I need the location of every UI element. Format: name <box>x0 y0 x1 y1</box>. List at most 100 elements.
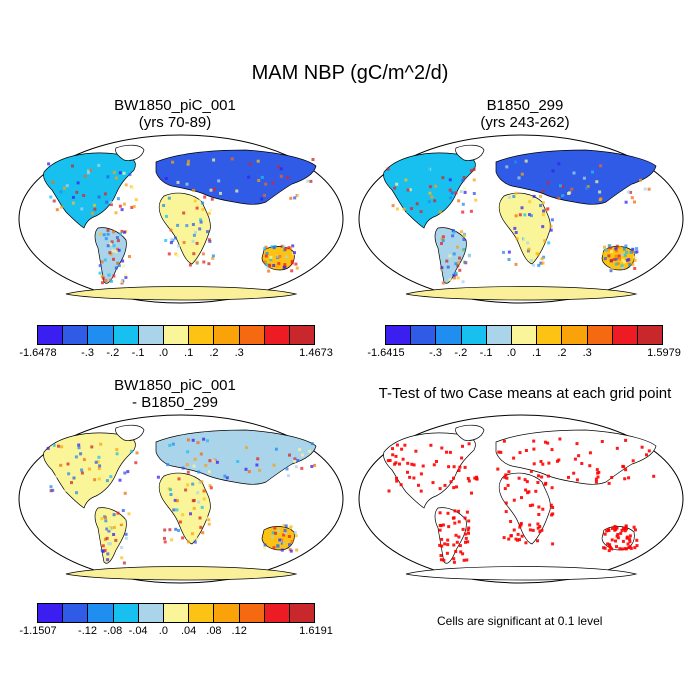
grid-cell <box>212 459 216 463</box>
grid-cell <box>458 268 462 272</box>
significant-cell <box>520 534 524 538</box>
grid-cell <box>456 261 460 265</box>
grid-cell <box>295 548 299 552</box>
grid-cell <box>207 262 211 266</box>
grid-cell <box>72 476 76 480</box>
significant-cell <box>463 465 467 469</box>
grid-cell <box>193 457 197 461</box>
grid-cell <box>402 207 406 211</box>
grid-cell <box>454 271 458 275</box>
significant-cell <box>534 489 538 493</box>
grid-cell <box>80 207 84 211</box>
grid-cell <box>82 194 86 197</box>
grid-cell <box>224 187 228 191</box>
significant-cell <box>447 525 451 529</box>
colorbar-2 <box>385 325 663 345</box>
significant-cell <box>503 487 507 491</box>
grid-cell <box>116 524 120 528</box>
significant-cell <box>611 526 614 530</box>
grid-cell <box>460 230 464 234</box>
grid-cell <box>612 258 616 261</box>
grid-cell <box>272 546 276 550</box>
grid-cell <box>114 266 118 270</box>
grid-cell <box>469 209 473 213</box>
grid-cell <box>309 179 313 183</box>
colorbar-2-tick: .0 <box>506 347 516 359</box>
grid-cell <box>270 245 274 249</box>
grid-cell <box>284 524 288 528</box>
significant-cell <box>438 543 442 547</box>
continent-greenland <box>455 144 485 161</box>
grid-cell <box>162 204 166 207</box>
grid-cell <box>290 261 294 265</box>
significant-cell <box>536 539 539 543</box>
significant-cell <box>524 488 528 492</box>
grid-cell <box>186 162 190 166</box>
significant-cell <box>391 453 395 457</box>
grid-cell <box>456 264 460 268</box>
significant-cell <box>524 449 528 452</box>
grid-cell <box>60 205 64 209</box>
grid-cell <box>128 255 131 258</box>
significant-cell <box>645 453 648 457</box>
grid-cell <box>101 549 105 553</box>
grid-cell <box>311 158 315 161</box>
grid-cell <box>285 255 289 259</box>
grid-cell <box>174 527 178 531</box>
significant-cell <box>528 504 532 508</box>
grid-cell <box>247 175 251 179</box>
grid-cell <box>200 480 204 484</box>
grid-cell <box>550 218 554 222</box>
grid-cell <box>454 262 458 266</box>
significant-cell <box>467 479 471 483</box>
significant-cell <box>633 528 637 532</box>
significant-cell <box>588 451 592 455</box>
colorbar-3-min: -1.1507 <box>19 625 57 637</box>
grid-cell <box>182 211 186 215</box>
significant-cell <box>558 437 562 441</box>
significant-cell <box>465 558 469 562</box>
grid-cell <box>585 186 589 190</box>
grid-cell <box>595 180 599 184</box>
grid-cell <box>278 538 282 542</box>
grid-cell <box>206 516 209 520</box>
grid-cell <box>202 489 206 493</box>
grid-cell <box>71 201 75 205</box>
grid-cell <box>282 524 286 527</box>
grid-cell <box>122 171 126 175</box>
grid-cell <box>294 262 298 266</box>
colorbar-2-box-6 <box>511 326 538 344</box>
significant-cell <box>395 443 399 447</box>
grid-cell <box>202 497 206 501</box>
grid-cell <box>193 199 197 203</box>
grid-cell <box>195 241 199 245</box>
significant-cell <box>395 476 398 480</box>
grid-cell <box>93 478 97 482</box>
grid-cell <box>462 248 466 251</box>
grid-cell <box>123 202 126 206</box>
grid-cell <box>427 200 431 204</box>
colorbar-1-box-11 <box>289 326 315 344</box>
significant-cell <box>540 475 544 479</box>
grid-cell <box>452 252 456 256</box>
colorbar-1-tick: -.1 <box>131 347 145 359</box>
significant-cell <box>573 457 577 461</box>
grid-cell <box>112 526 116 529</box>
grid-cell <box>223 474 227 478</box>
grid-cell <box>92 203 96 207</box>
grid-cell <box>288 548 292 552</box>
significant-cell <box>624 525 628 529</box>
grid-cell <box>208 484 212 488</box>
grid-cell <box>263 543 267 547</box>
grid-cell <box>623 253 627 257</box>
grid-cell <box>285 467 289 471</box>
grid-cell <box>472 167 476 171</box>
grid-cell <box>100 260 104 264</box>
grid-cell <box>280 541 284 545</box>
grid-cell <box>186 470 190 474</box>
land-mass <box>383 424 657 581</box>
grid-cell <box>103 192 107 196</box>
grid-cell <box>461 210 465 214</box>
grid-cell <box>306 179 310 183</box>
colorbar-2-tick: -.2 <box>454 347 468 359</box>
